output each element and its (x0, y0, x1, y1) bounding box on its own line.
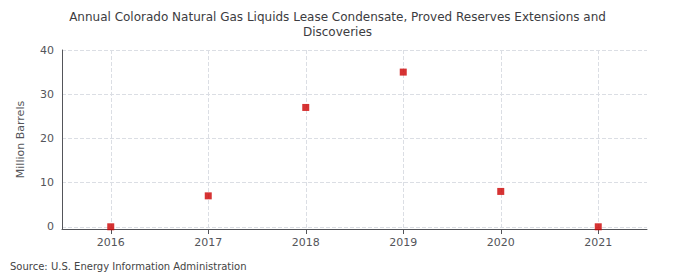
svg-text:0: 0 (47, 220, 54, 233)
svg-text:Source: U.S. Energy Informatio: Source: U.S. Energy Information Administ… (10, 261, 247, 272)
svg-text:10: 10 (40, 176, 54, 189)
svg-text:2017: 2017 (194, 236, 222, 249)
svg-text:30: 30 (40, 88, 54, 101)
svg-text:2021: 2021 (584, 236, 612, 249)
svg-text:2019: 2019 (389, 236, 417, 249)
svg-text:Million Barrels: Million Barrels (14, 101, 27, 179)
svg-text:Discoveries: Discoveries (303, 25, 372, 39)
svg-text:40: 40 (40, 44, 54, 57)
svg-text:20: 20 (40, 132, 54, 145)
svg-text:2018: 2018 (292, 236, 320, 249)
svg-text:Annual Colorado Natural Gas Li: Annual Colorado Natural Gas Liquids Leas… (69, 10, 606, 24)
svg-text:2020: 2020 (487, 236, 515, 249)
svg-text:2016: 2016 (97, 236, 125, 249)
